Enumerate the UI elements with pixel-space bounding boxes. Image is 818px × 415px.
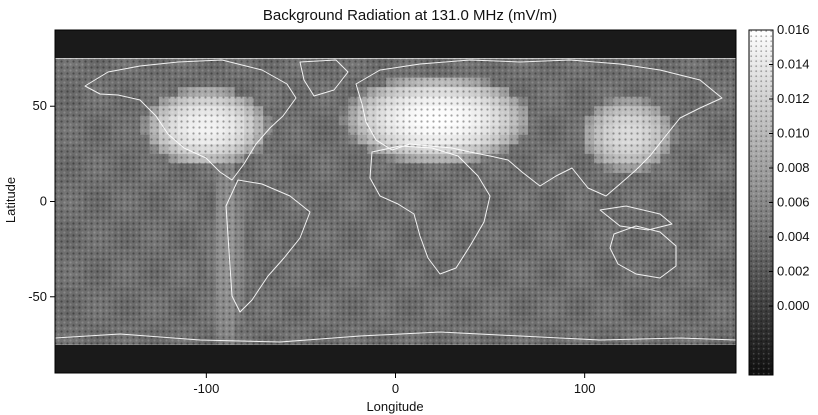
colorbar-tick-label: 0.012 — [777, 91, 810, 106]
plot-area — [55, 30, 736, 373]
colorbar-tick-label: 0.006 — [777, 195, 810, 210]
x-tick-label: 100 — [574, 381, 596, 396]
y-axis-label: Latitude — [3, 177, 18, 223]
x-tick-label: 0 — [392, 381, 399, 396]
chart-title: Background Radiation at 131.0 MHz (mV/m) — [263, 7, 557, 24]
colorbar-tick-label: 0.004 — [777, 229, 810, 244]
coastline-southeast-asia — [599, 205, 673, 231]
coastline-australia — [609, 225, 677, 279]
colorbar-tick-label: 0.016 — [777, 22, 810, 37]
x-tick-label: -100 — [193, 381, 219, 396]
no-data-band-top — [55, 30, 736, 58]
y-tick-label: 0 — [40, 194, 47, 209]
coastline-north-america — [84, 59, 297, 181]
dither-texture — [55, 58, 736, 345]
y-tick-label: -50 — [28, 289, 47, 304]
y-axis: 50 0 -50 — [28, 98, 55, 304]
coastline-africa — [369, 145, 491, 275]
coastline-south-america — [225, 179, 311, 313]
x-axis-label: Longitude — [366, 399, 423, 414]
coastline-greenland — [299, 59, 349, 97]
coastline-antarctica — [55, 331, 736, 343]
colorbar: 0.016 0.014 0.012 0.010 0.008 0.006 0.004 0.002… — [748, 22, 810, 376]
x-axis: -100 0 100 — [193, 373, 596, 396]
y-tick-label: 50 — [33, 98, 47, 113]
colorbar-tick-label: 0.000 — [777, 298, 810, 313]
coastlines — [55, 59, 736, 343]
coastline-eurasia — [355, 59, 723, 197]
colorbar-tick-label: 0.014 — [777, 57, 810, 72]
colorbar-tick-label: 0.002 — [777, 264, 810, 279]
colorbar-ticks: 0.016 0.014 0.012 0.010 0.008 0.006 0.004 0.002… — [769, 22, 810, 313]
colorbar-tick-label: 0.008 — [777, 160, 810, 175]
no-data-band-bottom — [55, 345, 736, 373]
colorbar-tick-label: 0.010 — [777, 126, 810, 141]
